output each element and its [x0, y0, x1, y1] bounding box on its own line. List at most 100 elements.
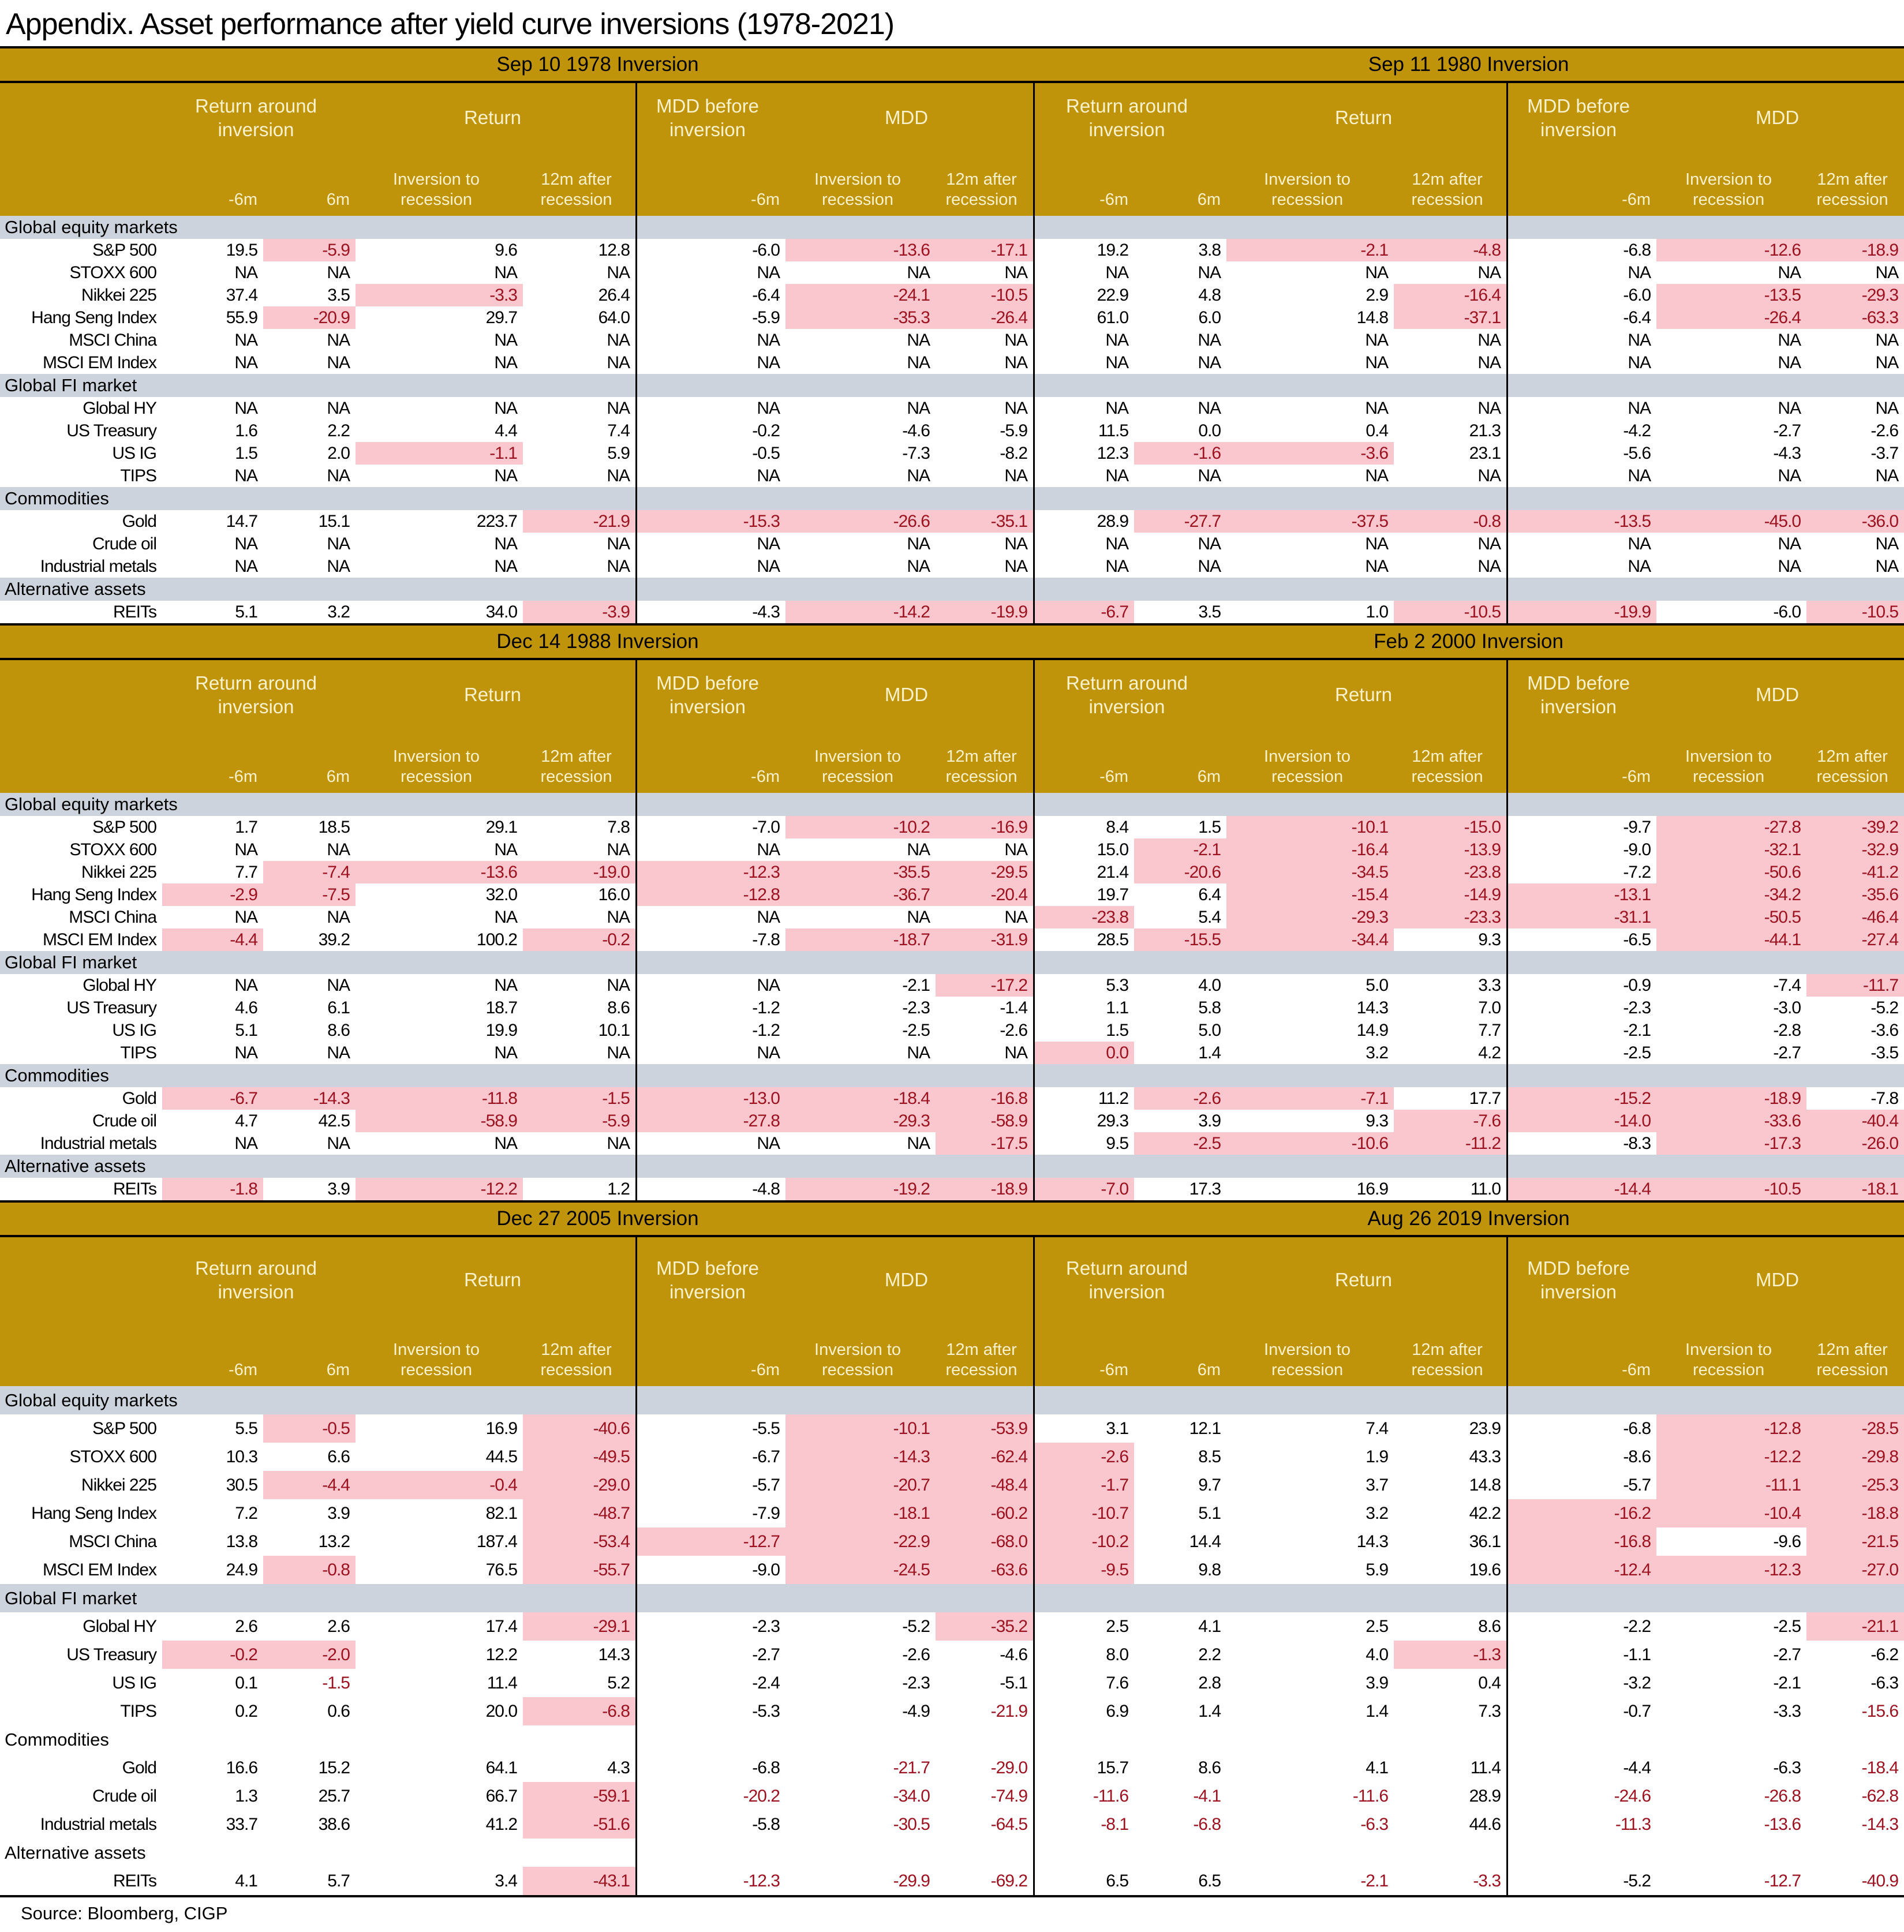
value-cell: 1.5	[1198, 817, 1221, 837]
section-row-alternative-assets: Alternative assets	[0, 1155, 1904, 1178]
value-cell: 22.9	[1097, 285, 1129, 305]
value-cell: 18.5	[318, 817, 350, 837]
asset-label: Hang Seng Index	[31, 1503, 157, 1523]
value-cell: -29.3	[1226, 906, 1394, 928]
value-cell: 100.2	[476, 930, 518, 949]
value-cell: -7.6	[1394, 1110, 1507, 1132]
value-cell: -63.6	[936, 1556, 1034, 1584]
value-cell: -7.1	[1226, 1087, 1394, 1110]
value-cell: -55.7	[523, 1556, 635, 1584]
value-cell: NA	[327, 1133, 350, 1153]
date-row-spacer	[0, 624, 162, 660]
table-row: Hang Seng Index 7.2 3.9 82.1 -48.7 -7.9 -18.1-…	[0, 1499, 1904, 1527]
value-cell: -27.4	[1806, 928, 1904, 951]
value-cell: -37.1	[1394, 306, 1507, 329]
group-header-return-right: Return	[1226, 1236, 1507, 1323]
value-cell: 4.7	[235, 1111, 258, 1130]
value-cell: NA	[1105, 353, 1129, 372]
value-cell: NA	[1875, 466, 1899, 485]
value-cell: -6.4	[1623, 308, 1651, 327]
value-cell: 7.2	[235, 1503, 258, 1523]
value-cell: -10.5	[1394, 601, 1507, 623]
value-cell: NA	[1105, 466, 1129, 485]
value-cell: -3.7	[1871, 443, 1899, 463]
value-cell: -1.2	[752, 1020, 780, 1040]
value-cell: -0.9	[1623, 975, 1651, 995]
group-header-mdd-left: MDD	[785, 82, 1034, 152]
value-cell: -5.9	[523, 1110, 635, 1132]
sub-header-col3-left: 12m after recession	[523, 152, 635, 216]
table-row: MSCI EM Index -4.4 39.2 100.2 -0.2 -7.8 -18.7-…	[0, 928, 1904, 951]
value-cell: -21.1	[1806, 1612, 1904, 1641]
value-cell: NA	[1004, 353, 1028, 372]
value-cell: NA	[327, 263, 350, 282]
value-cell: NA	[494, 907, 518, 927]
column-divider-line	[1506, 81, 1508, 623]
value-cell: -13.1	[1506, 883, 1657, 906]
value-cell: -9.0	[1623, 840, 1651, 859]
value-cell: -31.9	[936, 928, 1034, 951]
value-cell: NA	[1365, 466, 1389, 485]
value-cell: -4.8	[752, 1179, 780, 1199]
value-cell: -1.4	[1000, 998, 1028, 1017]
panel-date-header-right: Aug 26 2019 Inversion	[1033, 1201, 1904, 1237]
value-cell: NA	[757, 330, 780, 350]
column-divider-line	[635, 81, 637, 623]
value-cell: -18.8	[1806, 1499, 1904, 1527]
value-cell: -10.2	[785, 816, 936, 838]
value-cell: -19.2	[785, 1178, 936, 1200]
asset-label: STOXX 600	[69, 840, 157, 859]
group-header-return-around-right: Return around inversion	[1033, 659, 1227, 729]
value-cell: -24.6	[1614, 1786, 1651, 1806]
value-cell: -4.4	[1623, 1758, 1651, 1777]
value-cell: NA	[234, 1133, 258, 1153]
value-cell: NA	[907, 1133, 930, 1153]
value-cell: 28.9	[1469, 1786, 1501, 1806]
asset-label: STOXX 600	[69, 263, 157, 282]
value-cell: NA	[1105, 534, 1129, 553]
value-cell: NA	[327, 1043, 350, 1062]
value-cell: 6.6	[327, 1447, 350, 1466]
asset-label: Nikkei 225	[81, 285, 157, 305]
value-cell: NA	[1477, 534, 1501, 553]
value-cell: -63.3	[1806, 306, 1904, 329]
value-cell: -6.3	[1360, 1814, 1389, 1834]
value-cell: NA	[494, 556, 518, 576]
value-cell: -23.8	[1394, 861, 1507, 883]
value-cell: NA	[327, 330, 350, 350]
value-cell: 29.1	[485, 817, 518, 837]
value-cell: 6.4	[1198, 885, 1221, 904]
value-cell: -8.2	[1000, 443, 1028, 463]
value-cell: 12.2	[485, 1645, 518, 1664]
value-cell: -0.5	[263, 1414, 356, 1443]
value-cell: -6.7	[752, 1447, 780, 1466]
value-cell: 20.0	[485, 1701, 518, 1721]
source-note: Source: Bloomberg, CIGP	[21, 1903, 228, 1923]
value-cell: NA	[907, 263, 930, 282]
value-cell: -11.8	[356, 1087, 523, 1110]
sub-header-col1-left: 6m	[263, 152, 356, 216]
value-cell: 5.1	[235, 1020, 258, 1040]
value-cell: NA	[1004, 466, 1028, 485]
sub-header-col5-left: Inversion to recession	[785, 152, 936, 216]
value-cell: -7.8	[752, 930, 780, 949]
asset-label: US Treasury	[66, 1645, 157, 1664]
value-cell: 9.3	[1478, 930, 1501, 949]
value-cell: NA	[1004, 556, 1028, 576]
inversion-table-2: Dec 14 1988 Inversion Feb 2 2000 Inversio…	[0, 623, 1904, 1200]
group-header-mdd-left: MDD	[785, 659, 1034, 729]
value-cell: -31.1	[1506, 906, 1657, 928]
value-cell: 5.3	[1106, 975, 1129, 995]
value-cell: -7.9	[752, 1503, 780, 1523]
value-cell: -9.7	[1623, 817, 1651, 837]
value-cell: -14.3	[263, 1087, 356, 1110]
value-cell: -1.2	[752, 998, 780, 1017]
table-row: Global HY NA NA NA NA NA NA NA NA NA NA NA NA NA NA	[0, 397, 1904, 420]
value-cell: -2.1	[1226, 239, 1394, 261]
value-cell: NA	[757, 907, 780, 927]
value-cell: NA	[1105, 398, 1129, 418]
sub-header-col0-right: -6m	[1033, 152, 1135, 216]
sub-header-col0-left: -6m	[162, 729, 263, 793]
value-cell: NA	[1628, 466, 1651, 485]
value-cell: -15.3	[635, 510, 785, 533]
